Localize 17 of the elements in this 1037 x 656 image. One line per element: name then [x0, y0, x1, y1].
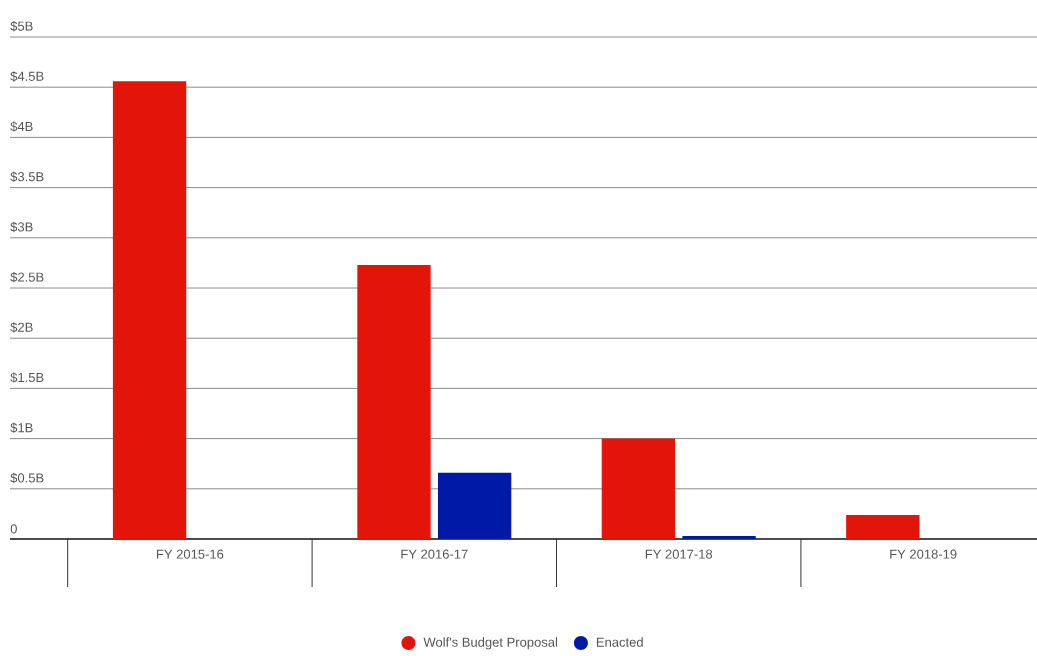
y-tick-label: $4.5B: [10, 71, 44, 82]
x-tick-label: FY 2015-16: [156, 549, 224, 559]
y-tick-label: $0.5B: [10, 472, 44, 484]
y-tick-label: $1.5B: [10, 372, 44, 383]
y-tick-label: $4B: [10, 121, 33, 132]
y-tick-label: $2B: [10, 322, 33, 333]
y-tick-label: $2.5B: [10, 271, 44, 283]
y-tick-label: $3.5B: [10, 171, 44, 183]
legend-label: Wolf's Budget Proposal: [423, 637, 558, 650]
y-tick-label: $3B: [10, 221, 33, 233]
y-tick-label: $1B: [10, 422, 33, 434]
x-tick-label: FY 2017-18: [645, 549, 713, 559]
x-tick-label: FY 2018-19: [890, 549, 957, 559]
x-tick-label: FY 2016-17: [401, 549, 468, 559]
legend-label: Enacted: [596, 637, 643, 647]
y-tick-label: $5B: [10, 20, 33, 32]
y-tick-label: 0: [10, 524, 17, 534]
